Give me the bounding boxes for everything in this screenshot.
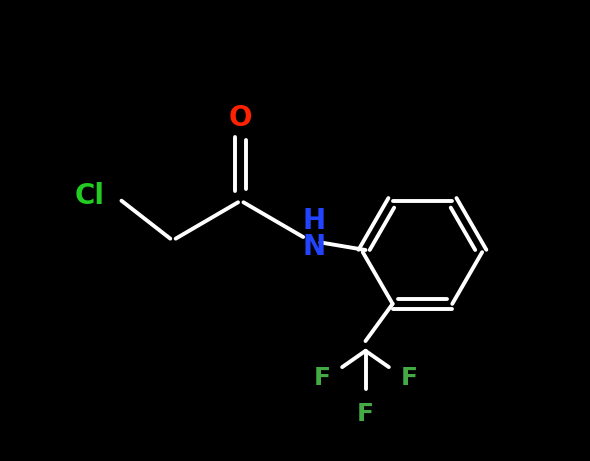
Text: F: F [401, 366, 417, 390]
Text: F: F [314, 366, 330, 390]
Text: O: O [229, 104, 253, 132]
Text: H: H [303, 207, 326, 235]
Text: N: N [303, 233, 326, 261]
Text: Cl: Cl [75, 183, 105, 210]
Text: F: F [357, 402, 374, 426]
